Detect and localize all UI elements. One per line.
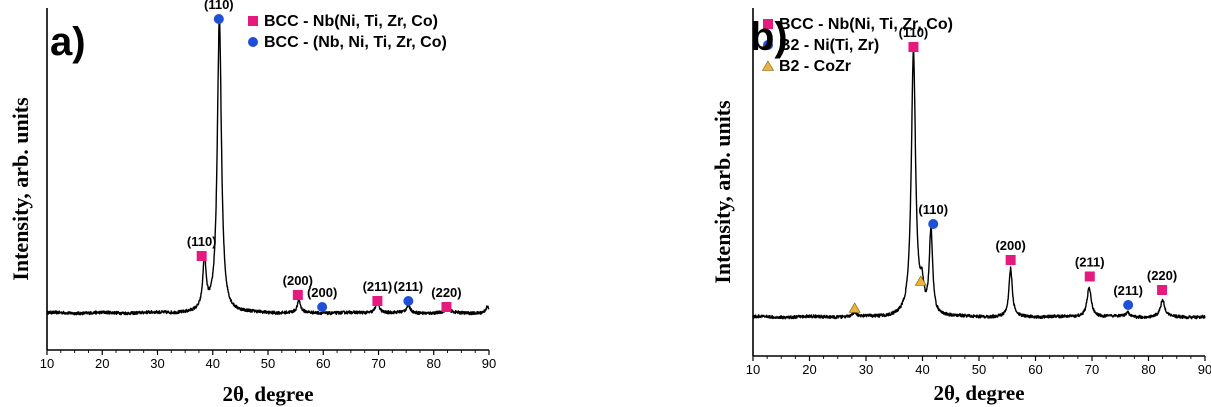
x-tick-label: 60 <box>316 356 330 371</box>
triangle-marker <box>914 275 927 286</box>
peak-label: (211) <box>394 279 424 294</box>
x-axis-title: 2θ, degree <box>222 382 313 406</box>
panel-label: b) <box>750 15 788 59</box>
legend-item: B2 - Ni(Ti, Zr) <box>763 37 879 54</box>
legend-square-icon <box>248 16 258 26</box>
xrd-series-line <box>46 16 490 316</box>
peak-annotation: (211) <box>394 279 424 306</box>
peak-annotation: (200) <box>995 238 1026 265</box>
square-marker <box>1005 255 1016 265</box>
legend: BCC - Nb(Ni, Ti, Zr, Co) BCC - (Nb, Ni, T… <box>248 13 447 51</box>
peak-annotation: (220) <box>431 285 462 312</box>
x-tick-label: 80 <box>427 356 441 371</box>
legend-label: B2 - Ni(Ti, Zr) <box>779 37 879 54</box>
x-tick-label: 20 <box>95 356 109 371</box>
legend-circle-icon <box>248 37 258 47</box>
peak-annotation <box>848 302 861 313</box>
circle-marker <box>1123 300 1134 310</box>
peak-label: (220) <box>431 285 461 300</box>
peak-annotation: (220) <box>1147 268 1177 295</box>
legend-label: B2 - CoZr <box>779 58 851 75</box>
panel-b: 10 20 30 40 50 60 70 80 90 (110) (110) (200) (211) (2… <box>710 8 1211 405</box>
x-tick-label: 30 <box>150 356 164 371</box>
legend-circle-icon <box>763 40 773 50</box>
square-marker <box>1157 285 1168 295</box>
peak-label: (211) <box>1113 283 1143 298</box>
x-tick-label: 20 <box>802 362 816 377</box>
peak-label: (110) <box>204 0 234 12</box>
peak-label: (211) <box>363 279 393 294</box>
legend-item: B2 - CoZr <box>761 58 851 75</box>
peak-annotation: (211) <box>363 279 393 306</box>
x-axis-title: 2θ, degree <box>933 381 1024 405</box>
peak-annotation: (110) <box>204 0 234 24</box>
peak-label: (110) <box>187 234 217 249</box>
square-marker <box>196 251 207 261</box>
x-tick-label: 70 <box>1085 362 1099 377</box>
x-tick-label: 40 <box>915 362 929 377</box>
x-tick-label: 30 <box>859 362 873 377</box>
xrd-series-line <box>752 50 1206 320</box>
triangle-marker <box>848 302 861 313</box>
circle-marker <box>403 296 414 306</box>
peak-annotation <box>914 275 927 286</box>
peak-label: (200) <box>283 273 313 288</box>
x-tick-label: 90 <box>1198 362 1211 377</box>
peak-label: (200) <box>307 285 337 300</box>
x-tick-label: 50 <box>261 356 275 371</box>
x-tick-label: 50 <box>972 362 986 377</box>
x-tick-label: 10 <box>40 356 54 371</box>
square-marker <box>1084 271 1095 282</box>
legend-triangle-icon <box>761 60 775 71</box>
panel-a: 10 20 30 40 50 60 70 80 90 (110) (110) (200)(200) (2… <box>8 0 496 406</box>
peak-annotation: (200) <box>307 285 337 312</box>
circle-marker <box>317 302 328 312</box>
peak-label: (220) <box>1147 268 1177 283</box>
peak-annotation: (110) <box>918 202 948 229</box>
legend-item: BCC - Nb(Ni, Ti, Zr, Co) <box>248 13 438 30</box>
peak-annotation: (200) <box>283 273 313 300</box>
square-marker <box>441 302 452 312</box>
legend-square-icon <box>763 19 773 29</box>
peak-label: (110) <box>918 202 948 217</box>
peak-label: (200) <box>995 238 1025 253</box>
peak-label: (211) <box>1075 255 1105 270</box>
circle-marker <box>213 14 224 24</box>
square-marker <box>372 296 383 306</box>
peak-annotation: (211) <box>1113 283 1143 310</box>
peak-annotation: (110) <box>187 234 217 261</box>
y-axis-title: Intensity, arb. units <box>710 100 735 284</box>
legend: BCC - Nb(Ni, Ti, Zr, Co) B2 - Ni(Ti, Zr) B… <box>761 16 953 75</box>
legend-label: BCC - (Nb, Ni, Ti, Zr, Co) <box>264 34 447 51</box>
y-axis-title: Intensity, arb. units <box>8 97 33 281</box>
x-tick-label: 80 <box>1141 362 1155 377</box>
x-tick-label: 10 <box>746 362 760 377</box>
panel-label: a) <box>50 20 86 64</box>
peak-label: (110) <box>899 25 929 40</box>
legend-label: BCC - Nb(Ni, Ti, Zr, Co) <box>779 16 953 33</box>
legend-item: BCC - Nb(Ni, Ti, Zr, Co) <box>763 16 953 33</box>
x-tick-label: 70 <box>371 356 385 371</box>
legend-item: BCC - (Nb, Ni, Ti, Zr, Co) <box>248 34 447 51</box>
x-tick-label: 60 <box>1028 362 1042 377</box>
peak-annotation: (211) <box>1075 255 1105 282</box>
x-tick-label: 90 <box>482 356 496 371</box>
circle-marker <box>928 219 939 229</box>
x-tick-label: 40 <box>206 356 220 371</box>
legend-label: BCC - Nb(Ni, Ti, Zr, Co) <box>264 13 438 30</box>
peak-annotation: (110) <box>899 25 929 52</box>
square-marker <box>292 290 303 300</box>
square-marker <box>908 42 919 52</box>
